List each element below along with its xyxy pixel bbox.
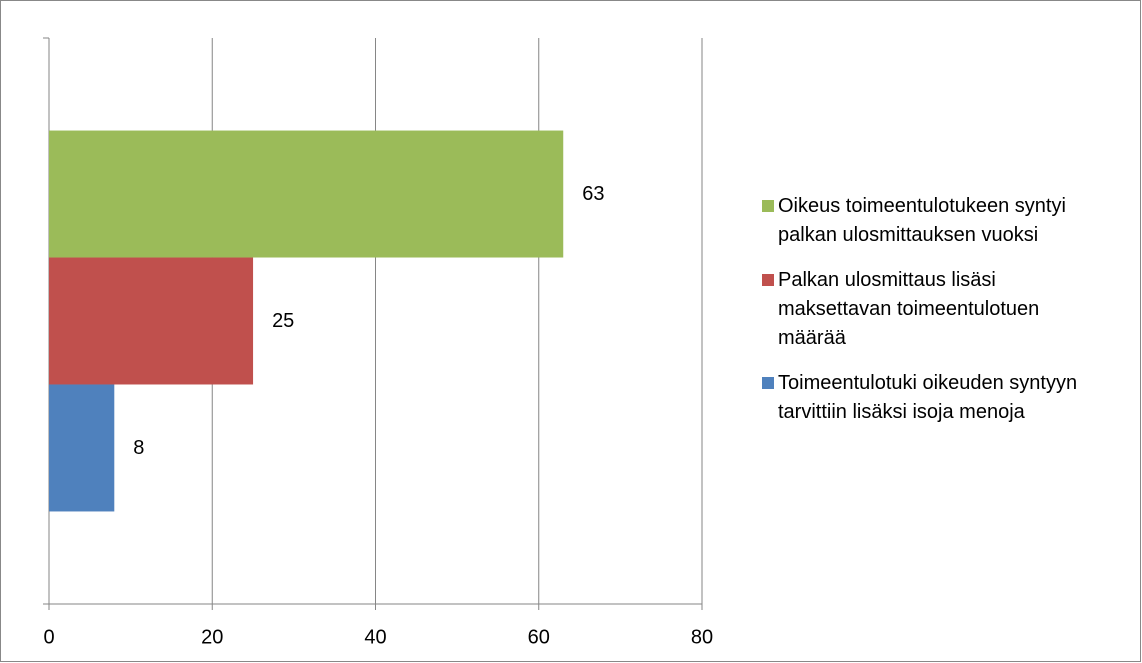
legend-swatch <box>762 200 774 212</box>
data-label: 8 <box>133 437 144 459</box>
x-tick-label: 20 <box>201 626 223 648</box>
legend-swatch <box>762 377 774 389</box>
legend-swatch <box>762 274 774 286</box>
data-label: 63 <box>582 183 604 205</box>
bar <box>49 384 115 512</box>
x-tick-label: 0 <box>43 626 54 648</box>
bar <box>49 130 564 258</box>
x-tick-label: 80 <box>691 626 713 648</box>
legend-label: Palkan ulosmittaus lisäsi maksettavan to… <box>778 269 1040 349</box>
data-label: 25 <box>272 310 294 332</box>
legend-label: Toimeentulotuki oikeuden syntyyn tarvitt… <box>778 372 1078 423</box>
x-tick-label: 40 <box>364 626 386 648</box>
bar <box>49 257 254 385</box>
legend-label: Oikeus toimeentulotukeen syntyi palkan u… <box>778 195 1066 246</box>
x-tick-label: 60 <box>528 626 550 648</box>
